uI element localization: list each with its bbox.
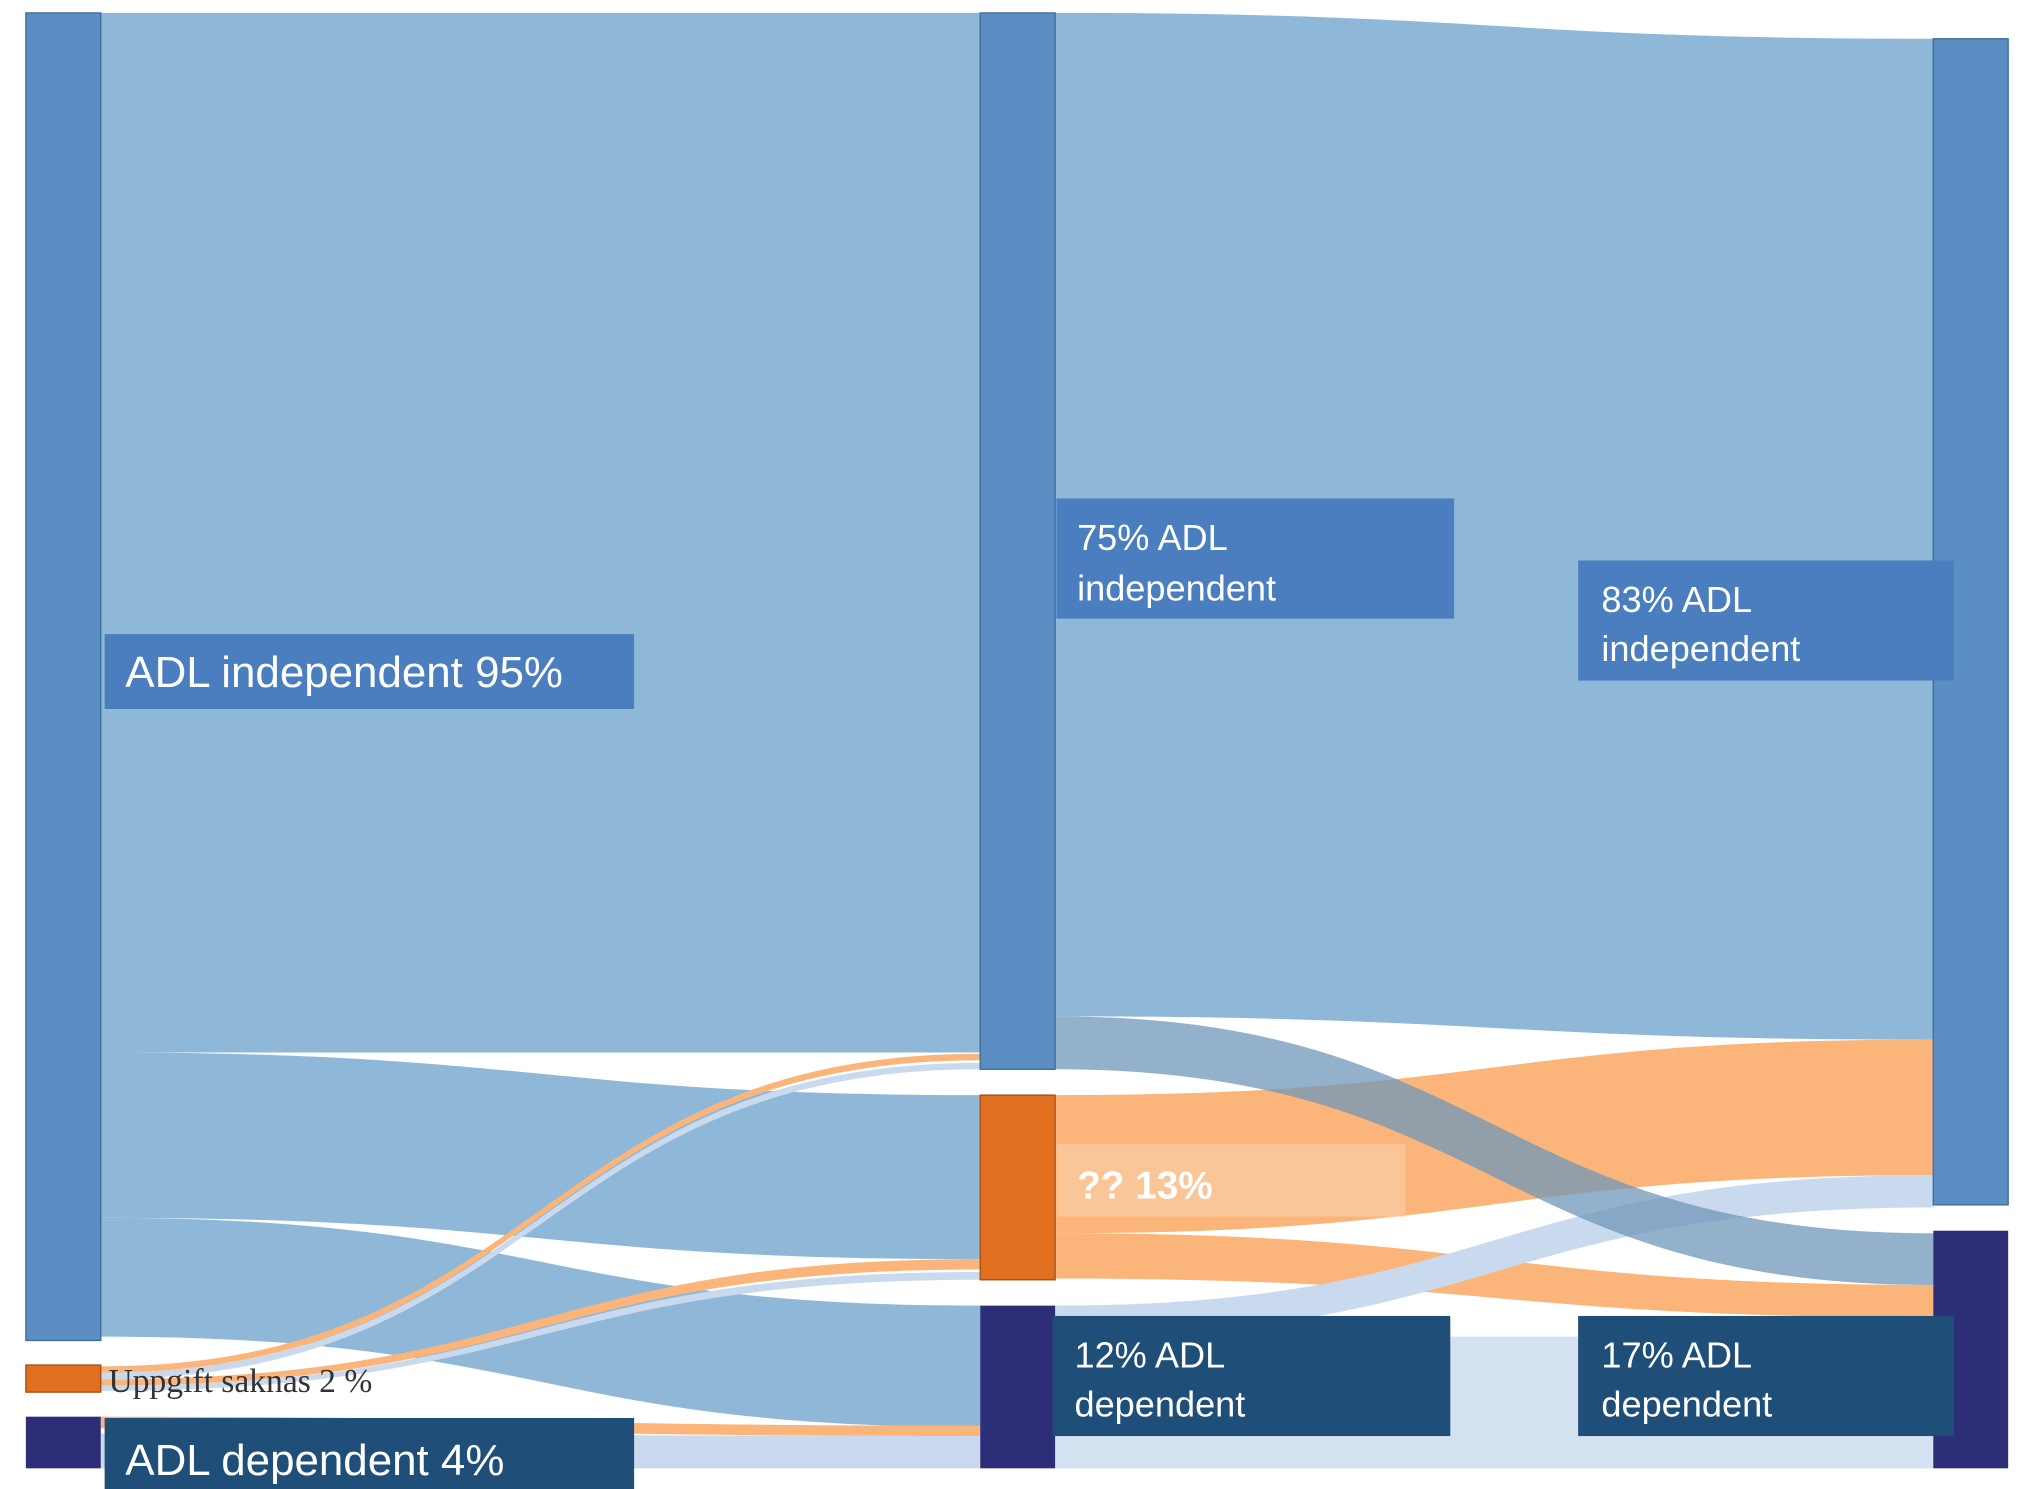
node-label: ADL independent 95% [125, 648, 563, 697]
labels: ADL independent 95% Uppgift saknas 2 % A… [104, 498, 1954, 1489]
node-start-dependent [25, 1416, 101, 1469]
flow [1055, 1016, 1934, 1285]
node-label-line: 75% ADL [1077, 517, 1228, 558]
label-box [1056, 1144, 1406, 1217]
label-box [1056, 498, 1455, 619]
flow [100, 12, 981, 1053]
node-label-line: 83% ADL [1601, 579, 1752, 620]
node-label: ADL dependent 4% [125, 1436, 504, 1485]
flow [1055, 1233, 1934, 1318]
label-box [1578, 560, 1954, 681]
node-start-missing [25, 1364, 102, 1393]
flow [100, 1272, 981, 1391]
flow [100, 1259, 981, 1386]
node-label-line: dependent [1074, 1384, 1245, 1425]
label-box [1052, 1315, 1451, 1437]
node-label-line: 17% ADL [1601, 1335, 1752, 1376]
node-start-independent [25, 12, 102, 1342]
node-label-line: dependent [1601, 1384, 1772, 1425]
node-label: Uppgift saknas 2 % [109, 1363, 373, 1400]
flow [100, 1053, 981, 1373]
node-label: ?? 13% [1077, 1164, 1213, 1207]
flow [1055, 12, 1934, 1040]
node-label-line: 12% ADL [1074, 1335, 1225, 1376]
node-label-line: independent [1601, 628, 1800, 669]
node-label-line: independent [1077, 568, 1276, 609]
node-mid-independent [979, 12, 1056, 1070]
node-mid-unknown [979, 1094, 1056, 1281]
nodes [25, 12, 2009, 1469]
label-box [104, 1417, 635, 1489]
flow [100, 1062, 981, 1380]
label-box [1578, 1315, 1954, 1437]
flow [100, 1052, 981, 1260]
label-box [104, 634, 635, 709]
node-mid-dependent [980, 1305, 1056, 1469]
